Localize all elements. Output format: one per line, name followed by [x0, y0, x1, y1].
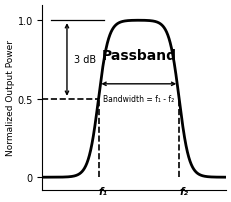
Text: 3 dB: 3 dB	[74, 55, 96, 65]
Text: f₂: f₂	[178, 186, 187, 196]
Text: Bandwidth = f₁ - f₂: Bandwidth = f₁ - f₂	[103, 95, 174, 103]
Text: f₁: f₁	[98, 186, 107, 196]
Text: Passband: Passband	[101, 48, 176, 62]
Y-axis label: Normalized Output Power: Normalized Output Power	[6, 40, 15, 155]
